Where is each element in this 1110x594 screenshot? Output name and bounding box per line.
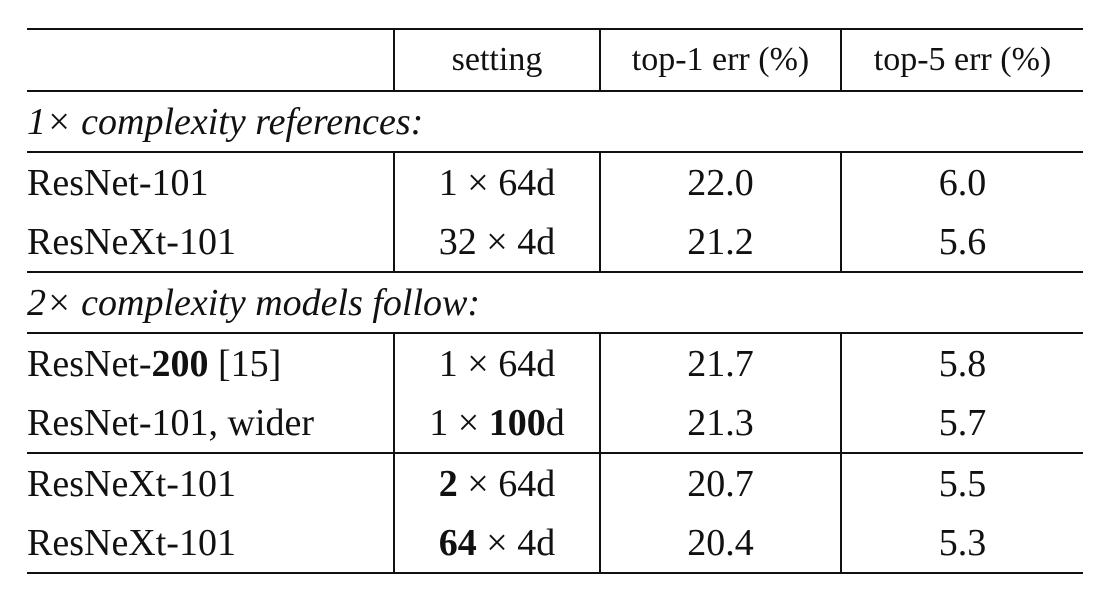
table-row: ResNeXt-101 2 × 64d 20.7 5.5 xyxy=(27,453,1083,513)
header-setting: setting xyxy=(393,28,600,92)
top5-error: 6.0 xyxy=(840,152,1083,212)
setting-cell: 32 × 4d xyxy=(393,212,600,273)
setting-cell: 1 × 64d xyxy=(393,152,600,212)
setting-cell: 64 × 4d xyxy=(393,513,600,574)
header-row: setting top-1 err (%) top-5 err (%) xyxy=(27,28,1083,92)
top5-error: 5.5 xyxy=(840,453,1083,513)
setting-cell: 2 × 64d xyxy=(393,453,600,513)
top5-error: 5.3 xyxy=(840,513,1083,574)
setting-cell: 1 × 100d xyxy=(393,393,600,454)
table-row: ResNeXt-101 64 × 4d 20.4 5.3 xyxy=(27,513,1083,574)
top5-error: 5.7 xyxy=(840,393,1083,454)
top1-error: 21.7 xyxy=(599,333,841,393)
section-label-2x: 2× complexity models follow: xyxy=(27,272,1083,334)
model-name: ResNeXt-101 xyxy=(27,462,236,505)
top1-error: 21.3 xyxy=(599,393,841,454)
header-model xyxy=(27,28,394,92)
model-name: ResNeXt-101 xyxy=(27,513,394,574)
section-row-2x: 2× complexity models follow: xyxy=(27,272,1083,334)
top1-error: 20.4 xyxy=(599,513,841,574)
model-name: ResNeXt-101 xyxy=(27,212,394,273)
results-table: setting top-1 err (%) top-5 err (%) 1× c… xyxy=(27,28,1083,574)
top1-error: 20.7 xyxy=(599,453,841,513)
top5-error: 5.8 xyxy=(840,333,1083,393)
header-top5-error: top-5 err (%) xyxy=(840,28,1083,92)
table-row: ResNet-200 [15] 1 × 64d 21.7 5.8 xyxy=(27,333,1083,393)
model-name: ResNet-200 [15] xyxy=(27,342,282,385)
top1-error: 21.2 xyxy=(599,212,841,273)
section-label-1x: 1× complexity references: xyxy=(27,91,1083,153)
top1-error: 22.0 xyxy=(599,152,841,212)
model-name: ResNet-101 xyxy=(27,161,209,204)
top5-error: 5.6 xyxy=(840,212,1083,273)
table-row: ResNet-101 1 × 64d 22.0 6.0 xyxy=(27,152,1083,212)
setting-cell: 1 × 64d xyxy=(393,333,600,393)
table-row: ResNet-101, wider 1 × 100d 21.3 5.7 xyxy=(27,393,1083,454)
section-row-1x: 1× complexity references: xyxy=(27,91,1083,153)
model-name: ResNet-101, wider xyxy=(27,393,394,454)
table-row: ResNeXt-101 32 × 4d 21.2 5.6 xyxy=(27,212,1083,273)
header-top1-error: top-1 err (%) xyxy=(599,28,841,92)
